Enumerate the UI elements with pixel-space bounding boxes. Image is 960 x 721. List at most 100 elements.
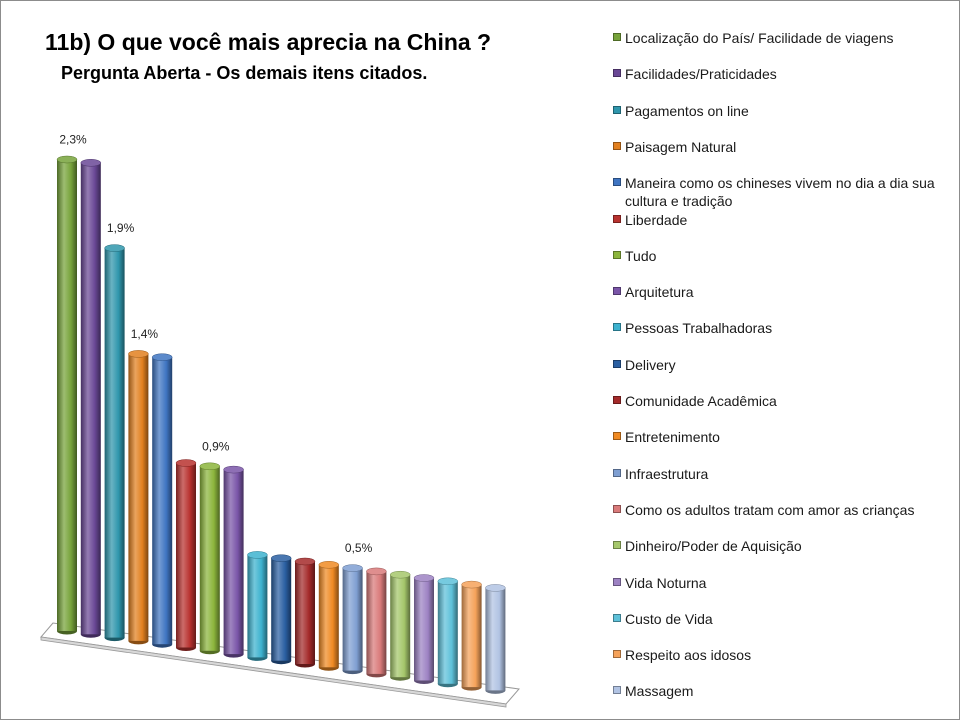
legend-label: Massagem bbox=[625, 683, 694, 700]
bar-6 bbox=[175, 459, 197, 651]
bar-17-body bbox=[437, 581, 458, 684]
legend-label: Liberdade bbox=[625, 211, 688, 228]
legend-label: Respeito aos idosos bbox=[625, 647, 752, 664]
legend-label: Comunidade Acadêmica bbox=[625, 393, 777, 409]
data-label: 1,9% bbox=[107, 221, 135, 235]
bar-19-cap bbox=[485, 584, 506, 592]
chart-floor-edge bbox=[40, 636, 507, 708]
legend-swatch bbox=[613, 105, 621, 114]
bar-10-body bbox=[271, 558, 292, 661]
bar-4-body bbox=[128, 353, 149, 641]
legend-item: Paisagem Natural bbox=[613, 138, 949, 156]
bar-1-body bbox=[57, 159, 77, 631]
bar-11-body bbox=[295, 561, 315, 664]
legend-label: Arquitetura bbox=[625, 284, 694, 301]
legend-swatch bbox=[613, 396, 621, 404]
bar-7-body bbox=[199, 466, 220, 651]
bar-9-body bbox=[247, 554, 268, 658]
bar-5-cap bbox=[151, 353, 173, 361]
legend-item: Liberdade bbox=[613, 211, 949, 229]
chart-plot: 2,3% 1,9% 1,4% 0,9% 0,5% bbox=[40, 133, 520, 708]
legend-item: Maneira como os chineses vivem no dia a … bbox=[613, 174, 949, 210]
bar-1-cap bbox=[56, 155, 78, 164]
bar-16-body bbox=[414, 578, 434, 681]
bar-1 bbox=[56, 155, 78, 635]
legend-item: Pessoas Trabalhadoras bbox=[613, 319, 949, 337]
legend-swatch bbox=[613, 141, 621, 150]
legend-swatch bbox=[613, 613, 621, 622]
legend-swatch bbox=[613, 287, 621, 296]
bar-6-cap bbox=[175, 459, 197, 467]
bar-17 bbox=[437, 577, 459, 688]
legend-item: Custo de Vida bbox=[613, 610, 949, 628]
legend-label: Custo de Vida bbox=[625, 610, 713, 627]
legend-label: Paisagem Natural bbox=[625, 138, 737, 155]
bar-2-body bbox=[80, 162, 101, 635]
bar-15-cap bbox=[389, 570, 411, 579]
legend-swatch bbox=[613, 323, 621, 332]
legend-label: Como os adultos tratam com amor as crian… bbox=[625, 501, 915, 518]
legend-label: Delivery bbox=[625, 356, 676, 373]
bar-5-body bbox=[152, 357, 173, 645]
legend-swatch bbox=[613, 250, 621, 259]
bar-7 bbox=[199, 462, 221, 655]
bar-10-cap bbox=[270, 554, 292, 562]
legend-swatch bbox=[613, 432, 621, 441]
bar-18-body bbox=[461, 584, 482, 688]
bar-12 bbox=[318, 561, 340, 671]
legend-swatch bbox=[613, 178, 621, 187]
bar-8 bbox=[223, 465, 244, 658]
legend-label: Infraestrutura bbox=[625, 465, 709, 482]
legend-swatch bbox=[613, 468, 621, 477]
bar-14-body bbox=[366, 571, 387, 674]
data-label: 1,4% bbox=[131, 327, 159, 341]
legend-item: Respeito aos idosos bbox=[613, 646, 949, 664]
bar-4 bbox=[128, 350, 149, 645]
bar-3-body bbox=[104, 248, 125, 638]
legend-item: Como os adultos tratam com amor as crian… bbox=[613, 501, 949, 519]
legend-item: Arquitetura bbox=[613, 283, 949, 301]
legend-label: Pagamentos on line bbox=[625, 102, 749, 119]
legend-label: Entretenimento bbox=[625, 429, 720, 446]
bar-9-cap bbox=[247, 551, 268, 559]
bar-3-cap bbox=[104, 244, 125, 252]
data-label: 2,3% bbox=[59, 133, 87, 147]
bar-19 bbox=[485, 584, 506, 694]
legend-label: Tudo bbox=[625, 247, 657, 264]
bar-2 bbox=[80, 159, 102, 638]
data-label: 0,9% bbox=[202, 439, 230, 453]
legend-item: Comunidade Acadêmica bbox=[613, 392, 949, 410]
legend-item: Delivery bbox=[613, 356, 949, 374]
bar-13 bbox=[342, 564, 363, 675]
legend-swatch bbox=[613, 33, 621, 41]
legend-item: Entretenimento bbox=[613, 428, 949, 446]
bar-16-cap bbox=[413, 574, 435, 582]
legend-swatch bbox=[613, 686, 621, 695]
bar-18-cap bbox=[461, 580, 482, 589]
bar-13-body bbox=[342, 568, 363, 671]
legend-label: Facilidades/Praticidades bbox=[625, 66, 777, 83]
bar-19-body bbox=[485, 587, 506, 691]
data-label: 0,5% bbox=[345, 541, 373, 555]
bar-15-body bbox=[390, 574, 411, 678]
bar-8-cap bbox=[223, 465, 244, 474]
legend-swatch bbox=[613, 541, 621, 550]
bar-15 bbox=[389, 570, 411, 681]
bar-10 bbox=[270, 554, 292, 665]
bar-12-body bbox=[318, 564, 339, 668]
legend-swatch bbox=[613, 577, 621, 586]
bar-7-cap bbox=[199, 462, 221, 471]
legend-swatch bbox=[613, 650, 621, 659]
bar-3 bbox=[104, 244, 125, 642]
legend-item: Tudo bbox=[613, 247, 949, 265]
chart-title: 11b) O que você mais aprecia na China ? bbox=[45, 29, 492, 55]
bar-17-cap bbox=[437, 577, 459, 586]
bar-2-cap bbox=[80, 159, 102, 167]
legend-swatch bbox=[613, 359, 621, 368]
bar-14-cap bbox=[366, 567, 387, 576]
legend-swatch bbox=[613, 504, 621, 513]
chart-subtitle: Pergunta Aberta - Os demais itens citado… bbox=[61, 63, 428, 83]
legend-item: Facilidades/Praticidades bbox=[613, 65, 949, 83]
legend-label: Vida Noturna bbox=[625, 574, 707, 591]
